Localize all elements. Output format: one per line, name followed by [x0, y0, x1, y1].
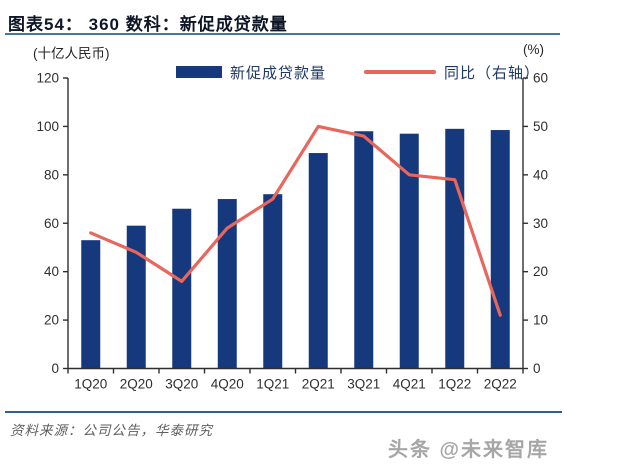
- left-axis-tick-label: 100: [36, 119, 59, 134]
- bar-2Q20: [126, 225, 146, 369]
- bar-3Q21: [354, 131, 374, 369]
- x-axis-label-1Q21: 1Q21: [256, 377, 289, 392]
- x-axis-label-4Q20: 4Q20: [211, 377, 244, 392]
- legend-bar-label: 新促成贷款量: [230, 64, 327, 82]
- yoy-line: [89, 124, 502, 317]
- right-axis-tick-label: 30: [533, 216, 548, 231]
- right-axis-tick-label: 10: [533, 313, 548, 328]
- title-underline: [5, 33, 560, 35]
- legend-line-label: 同比（右轴）: [444, 64, 541, 82]
- x-axis-label-2Q20: 2Q20: [120, 377, 153, 392]
- right-axis-tick-label: 50: [533, 119, 548, 134]
- source-text: 资料来源：公司公告，华泰研究: [10, 423, 213, 438]
- right-axis-tick-label: 60: [533, 71, 548, 86]
- right-axis-unit-label: (%): [523, 42, 544, 57]
- x-axis-label-1Q22: 1Q22: [438, 377, 471, 392]
- left-axis-tick-label: 120: [36, 71, 59, 86]
- left-axis-tick-label: 80: [44, 167, 59, 182]
- bar-2Q21: [308, 153, 328, 369]
- left-axis-tick-label: 60: [44, 216, 59, 231]
- right-axis-tick-label: 40: [533, 167, 548, 182]
- left-axis-unit-label: (十亿人民币): [33, 46, 110, 61]
- x-axis-label-2Q22: 2Q22: [484, 377, 517, 392]
- x-axis-label-4Q21: 4Q21: [393, 377, 426, 392]
- right-axis-tick-label: 0: [533, 361, 541, 376]
- bar-1Q21: [263, 194, 283, 369]
- legend-bar-swatch: [176, 66, 222, 78]
- bar-1Q22: [445, 128, 465, 369]
- bar-2Q22: [490, 130, 510, 369]
- x-axis-label-3Q20: 3Q20: [165, 377, 198, 392]
- legend-line-swatch: [364, 70, 437, 74]
- x-axis-label-3Q21: 3Q21: [347, 377, 380, 392]
- left-axis-tick-label: 20: [44, 313, 59, 328]
- right-axis-tick-label: 20: [533, 264, 548, 279]
- bar-1Q20: [81, 240, 101, 369]
- left-axis-tick-label: 0: [51, 361, 59, 376]
- bar-4Q20: [217, 199, 237, 369]
- legend: 新促成贷款量 同比（右轴）: [176, 62, 540, 82]
- watermark: 头条 @未来智库: [388, 439, 550, 461]
- left-axis-tick-label: 40: [44, 264, 59, 279]
- bottom-rule: [5, 411, 562, 413]
- page-title: 图表54： 360 数科：新促成贷款量: [8, 15, 288, 34]
- bar-4Q21: [399, 133, 419, 369]
- x-axis-label-1Q20: 1Q20: [74, 377, 107, 392]
- x-axis-label-2Q21: 2Q21: [302, 377, 335, 392]
- bar-3Q20: [172, 208, 192, 369]
